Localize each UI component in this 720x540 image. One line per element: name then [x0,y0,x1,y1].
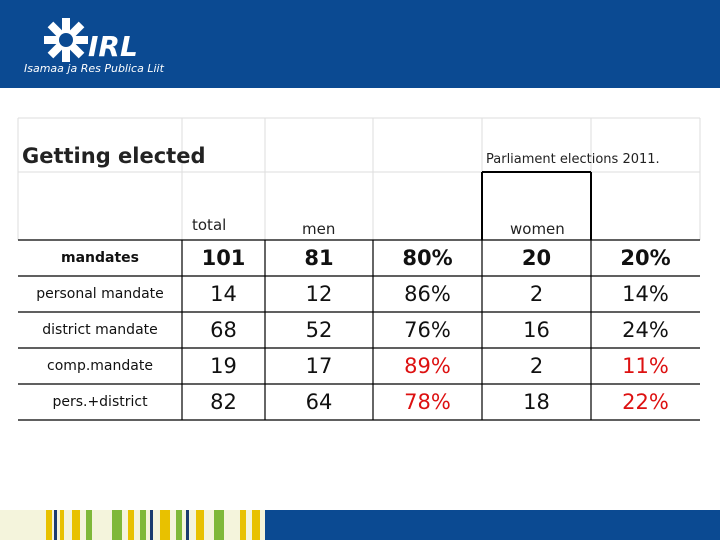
cell: 19 [210,354,237,378]
cell: 2 [529,354,544,378]
row-label: mandates [61,250,139,266]
cell: 2 [529,282,544,306]
cell: 89% [404,354,451,378]
cell: 14 [210,282,237,306]
subtitle: Parliament elections 2011. [486,152,660,167]
cell: 52 [305,318,333,342]
cell: 18 [523,390,550,414]
cell: 24% [622,318,669,342]
header-bar: IRL Isamaa ja Res Publica Liit [0,0,720,88]
cell: 22% [622,390,669,414]
row-label: personal mandate [36,286,164,302]
cell: 81 [304,246,334,270]
cell: 101 [201,246,246,270]
column-header: women [510,220,565,238]
cell: 78% [404,390,451,414]
logo-icon [44,18,88,62]
cell: 86% [404,282,451,306]
cell: 64 [305,390,333,414]
row-label: district mandate [42,322,158,338]
column-header: men [302,220,336,238]
cell: 17 [305,354,333,378]
cell: 14% [622,282,669,306]
cell: 82 [210,390,237,414]
logo-text: IRL [88,30,138,63]
title: Getting elected [22,144,206,168]
column-header: total [192,216,227,234]
row-label: comp.mandate [47,358,153,374]
cell: 20% [620,246,671,270]
footer-bar [0,510,720,540]
cell: 11% [622,354,669,378]
cell: 20 [521,246,552,270]
cell: 80% [402,246,453,270]
tagline: Isamaa ja Res Publica Liit [24,62,164,75]
row-label: pers.+district [52,394,148,410]
cell: 68 [210,318,237,342]
cell: 16 [523,318,550,342]
cell: 76% [404,318,451,342]
cell: 12 [305,282,333,306]
